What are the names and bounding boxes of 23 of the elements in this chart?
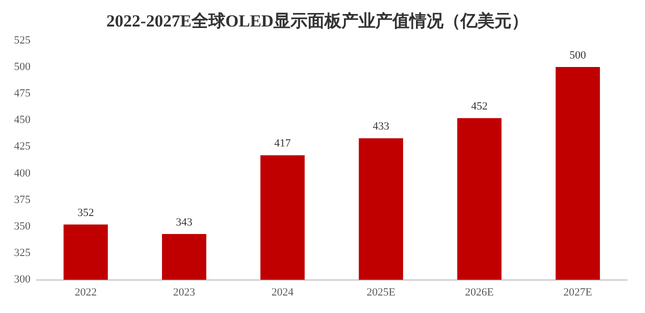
x-tick-label: 2024: [272, 286, 294, 298]
y-tick-label: 525: [14, 34, 31, 46]
data-label: 352: [77, 206, 94, 219]
x-tick-label: 2023: [173, 286, 196, 298]
data-label: 500: [570, 49, 587, 62]
y-tick-label: 450: [14, 114, 31, 126]
y-tick-label: 350: [14, 220, 31, 232]
x-tick-label: 2027E: [563, 286, 592, 298]
x-tick-label: 2025E: [366, 286, 396, 298]
data-label: 433: [372, 120, 390, 133]
y-tick-label: 425: [14, 140, 31, 153]
y-tick-label: 500: [14, 60, 31, 73]
y-tick-label: 325: [14, 247, 31, 260]
y-tick-label: 400: [14, 167, 31, 180]
data-label: 452: [471, 100, 488, 112]
y-tick-label: 300: [14, 274, 31, 286]
x-tick-label: 2026E: [465, 286, 494, 298]
y-tick-label: 475: [14, 87, 31, 100]
chart-title: 2022-2027E全球OLED显示面板产业产值情况（亿美元）: [106, 12, 529, 31]
y-tick-label: 375: [14, 194, 31, 206]
data-label: 417: [274, 138, 292, 150]
data-label: 343: [176, 216, 193, 228]
x-tick-label: 2022: [74, 286, 97, 298]
